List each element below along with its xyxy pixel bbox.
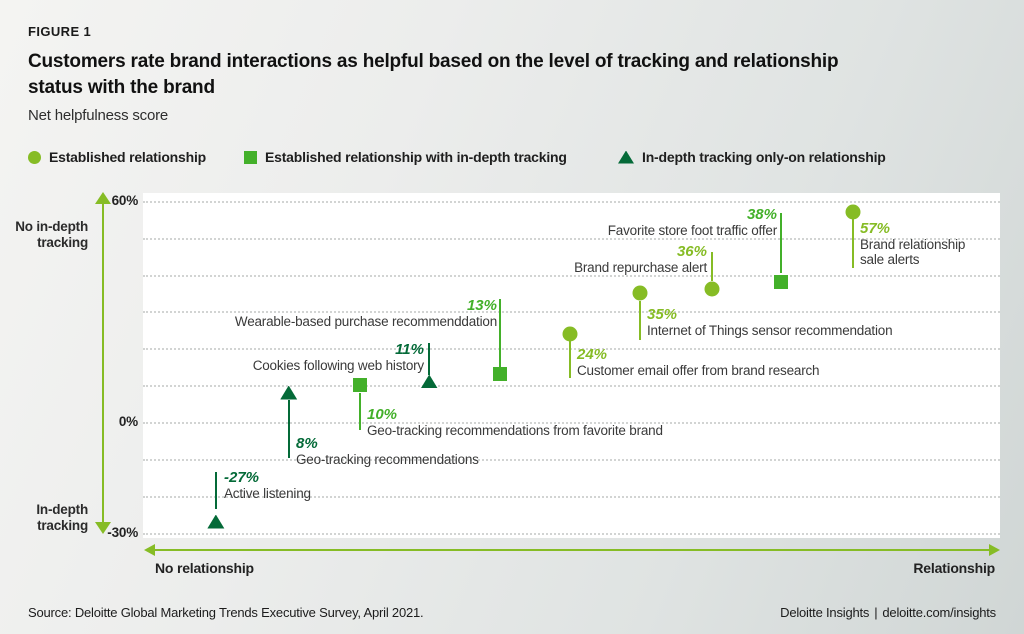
y-tick-label: -30% [107, 524, 138, 540]
point-value-label: 35% [647, 306, 678, 323]
point-name-label: sale alerts [860, 252, 920, 267]
legend-item-label: Established relationship with in-depth t… [265, 149, 567, 165]
point-label: 36% Brand repurchase alert [574, 244, 707, 275]
figure-label: FIGURE 1 [28, 24, 92, 39]
y-axis-line [102, 200, 104, 524]
point-value-label: 36% [676, 243, 707, 260]
x-axis-left-arrow-icon [144, 544, 155, 556]
y-axis-top-label: No in-depth tracking [15, 219, 88, 251]
point-value-label: 13% [466, 297, 497, 314]
x-axis-right-arrow-icon [989, 544, 1000, 556]
y-axis-up-arrow-icon [95, 192, 111, 204]
point-label: 35% Internet of Things sensor recommendat… [647, 306, 893, 338]
triangle-legend-icon [618, 150, 634, 164]
x-axis-left-label: No relationship [155, 560, 254, 576]
attribution-brand: Deloitte Insights [780, 605, 870, 620]
point-name-label: Brand repurchase alert [574, 260, 707, 275]
y-axis-down-arrow-icon [95, 522, 111, 534]
square-marker-icon [493, 367, 508, 382]
point-name-label: Geo-tracking recommendations [296, 452, 479, 467]
point-label: -27% Active listening [224, 470, 311, 501]
point-name-label: Favorite store foot traffic offer [607, 223, 777, 238]
chart-subtitle: Net helpfulness score [28, 107, 169, 124]
source-note: Source: Deloitte Global Marketing Trends… [28, 605, 424, 620]
point-name-label: Customer email offer from brand research [577, 363, 820, 378]
gridline [143, 348, 1000, 351]
point-stem [851, 219, 854, 268]
point-value-label: 8% [296, 435, 318, 452]
y-axis-top-label-line1: No in-depth [15, 219, 88, 234]
point-label: 13% Wearable-based purchase recommenddati… [235, 298, 497, 329]
y-tick-label: 0% [118, 414, 138, 429]
y-axis-top-label-line2: tracking [37, 235, 88, 250]
gridline [143, 532, 1000, 535]
x-axis-line [152, 549, 991, 551]
gridline [143, 274, 1000, 277]
point-label: 38% Favorite store foot traffic offer [608, 207, 777, 238]
chart-title-line2: status with the brand [28, 77, 215, 98]
point-label: 8% Geo-tracking recommendations [296, 436, 479, 467]
point-stem [428, 343, 431, 375]
y-axis-bottom-label-line2: tracking [37, 518, 88, 533]
legend-item-circle: Established relationship [28, 149, 206, 165]
x-axis-right-label: Relationship [913, 560, 995, 576]
point-label: 10% Geo-tracking recommendations from fav… [367, 407, 663, 438]
gridline [143, 311, 1000, 314]
point-stem [568, 340, 571, 378]
point-name-label: Cookies following web history [252, 358, 424, 373]
chart-title-line1: Customers rate brand interactions as hel… [28, 51, 839, 72]
legend-item-triangle: In-depth tracking only-on relationship [618, 149, 886, 165]
point-value-label: -27% [224, 469, 260, 486]
chart-title: Customers rate brand interactions as hel… [28, 49, 839, 101]
point-name-label: Geo-tracking recommendations from favori… [367, 423, 663, 438]
circle-marker-icon [562, 326, 578, 342]
gridline [143, 385, 1000, 388]
legend-item-label: Established relationship [49, 149, 207, 165]
circle-legend-icon [28, 150, 41, 164]
gridline [143, 200, 1000, 203]
point-name-label: Internet of Things sensor recommendation [647, 323, 893, 338]
attribution-link[interactable]: deloitte.com/insights [882, 605, 996, 620]
point-value-label: 57% [860, 220, 891, 237]
point-value-label: 10% [367, 406, 398, 423]
y-axis-bottom-label-line1: In-depth [36, 502, 88, 517]
circle-marker-icon [704, 281, 720, 297]
point-stem [779, 213, 782, 273]
legend-item-label: In-depth tracking only-on relationship [642, 149, 886, 165]
square-marker-icon [352, 378, 367, 393]
point-value-label: 11% [395, 341, 424, 358]
circle-marker-icon [632, 285, 648, 301]
point-label: 24% Customer email offer from brand resea… [577, 346, 820, 378]
square-legend-icon [244, 150, 257, 164]
point-value-label: 38% [746, 206, 777, 223]
y-tick-label: 60% [111, 192, 139, 208]
attribution-separator: | [874, 605, 878, 620]
gridline [143, 495, 1000, 498]
point-stem [214, 472, 217, 509]
point-name-label: Brand relationship [860, 237, 966, 252]
point-stem [639, 301, 642, 340]
gridline [143, 458, 1000, 461]
point-label: 11% Cookies following web history [253, 342, 424, 373]
point-value-label: 24% [577, 346, 608, 363]
point-stem [358, 393, 361, 430]
gridline [143, 422, 1000, 424]
legend-item-square: Established relationship with in-depth t… [244, 149, 567, 165]
plot-area [143, 193, 1000, 538]
point-label: 57% Brand relationship sale alerts [860, 221, 965, 267]
y-axis-bottom-label: In-depth tracking [36, 502, 88, 534]
attribution: Deloitte Insights | deloitte.com/insights [780, 605, 996, 620]
point-name-label: Wearable-based purchase recommenddation [234, 314, 497, 329]
point-stem [287, 400, 290, 458]
square-marker-icon [773, 274, 788, 289]
point-stem [499, 299, 502, 367]
point-name-label: Active listening [224, 486, 311, 501]
gridline [143, 237, 1000, 240]
point-stem [711, 252, 714, 281]
circle-marker-icon [845, 204, 861, 220]
